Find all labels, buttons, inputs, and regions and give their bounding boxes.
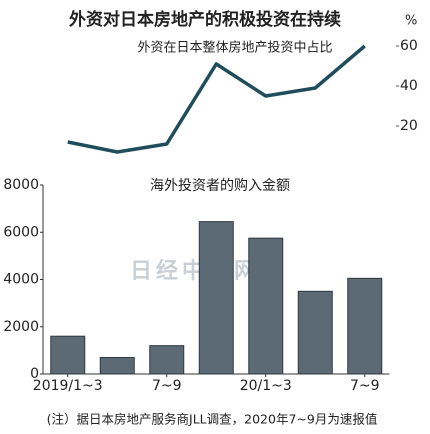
line — [67, 44, 366, 154]
x-tick-label: 20/1~3 — [240, 378, 292, 394]
bar — [50, 335, 86, 375]
bar-title: 海外投资者的购入金额 — [150, 178, 290, 194]
y-tick-label: 20 — [400, 118, 418, 134]
y-tick-label: 60 — [400, 38, 418, 54]
y-tick-label: 0 — [30, 366, 39, 382]
bar — [347, 277, 383, 375]
x-tick-label: 7~9 — [152, 378, 182, 394]
x-tick-label: 7~9 — [350, 378, 380, 394]
bar — [99, 356, 135, 375]
bar — [248, 237, 284, 375]
y-tick-label: 6000 — [3, 224, 39, 240]
note: (注）据日本房地产服务商JLL调查，2020年7~9月为速报值 — [47, 412, 378, 427]
bar — [198, 221, 234, 375]
y-tick-label: 2000 — [3, 319, 39, 335]
line-title: 外资在日本整体房地产投资中占比 — [137, 40, 332, 56]
bar — [297, 290, 333, 375]
y-tick-label: 40 — [400, 78, 418, 94]
y-tick-label: 4000 — [3, 272, 39, 288]
x-tick-label: 2019/1~3 — [33, 378, 103, 394]
y-axis-label: % — [405, 14, 417, 29]
chart-title: 外资对日本房地产的积极投资在持续 — [69, 9, 341, 30]
bar — [149, 345, 185, 375]
y-tick-label: 8000 — [3, 177, 39, 193]
watermark: 日经中文网 — [130, 258, 260, 284]
